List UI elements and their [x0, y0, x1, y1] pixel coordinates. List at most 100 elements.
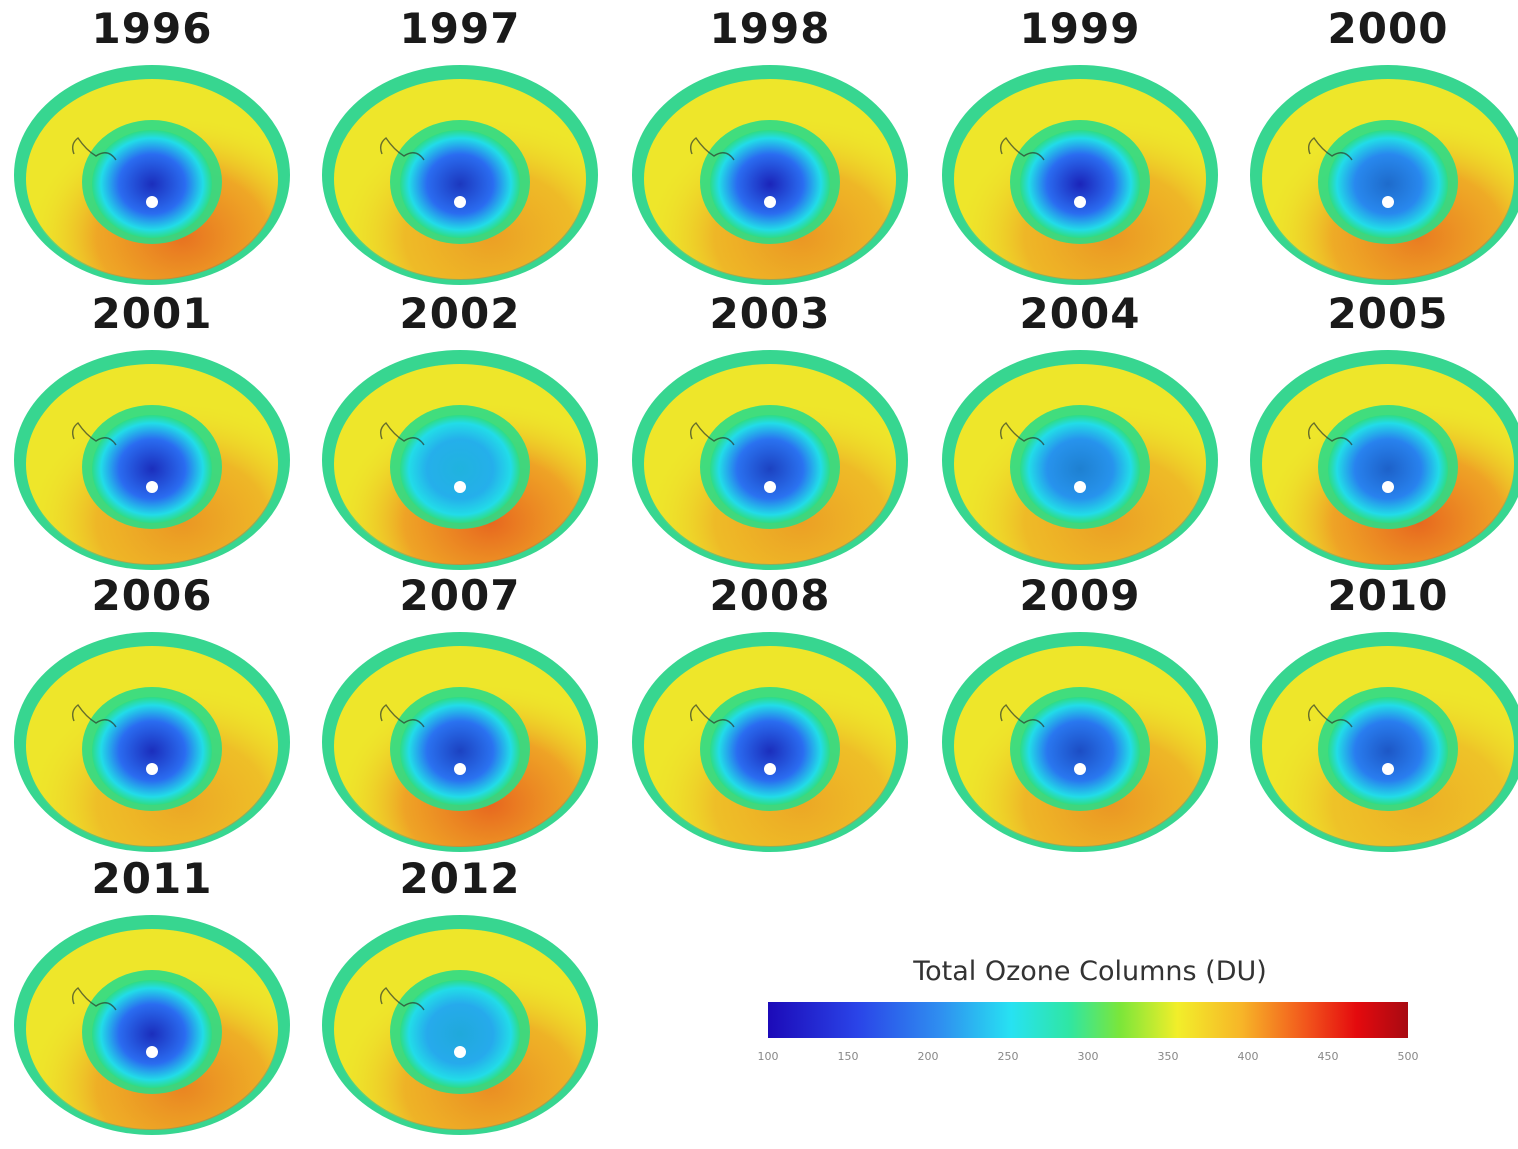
- antarctic-peninsula-outline: [1307, 136, 1353, 161]
- polar-ozone-map: [322, 65, 598, 285]
- ozone-hole: [400, 130, 520, 238]
- polar-ozone-map: [632, 350, 908, 570]
- panel-year-label: 2009: [1019, 571, 1141, 620]
- ozone-panel-1998: 1998: [620, 0, 920, 290]
- colorbar-tick-label: 250: [997, 1050, 1019, 1063]
- polar-ozone-map: [322, 632, 598, 852]
- antarctic-peninsula-outline: [1307, 421, 1353, 446]
- panel-year-label: 2008: [709, 571, 831, 620]
- polar-ozone-map: [14, 632, 290, 852]
- panel-year-label: 2003: [709, 289, 831, 338]
- polar-ozone-map: [14, 65, 290, 285]
- ozone-panel-2002: 2002: [310, 285, 610, 575]
- colorbar-gradient: [768, 1002, 1408, 1038]
- polar-ozone-map: [942, 632, 1218, 852]
- ozone-hole: [92, 130, 212, 238]
- colorbar-tick-label: 100: [757, 1050, 779, 1063]
- polar-ozone-map: [1250, 632, 1518, 852]
- antarctic-peninsula-outline: [689, 703, 735, 728]
- south-pole-marker: [454, 481, 466, 493]
- colorbar-tick-label: 400: [1237, 1050, 1259, 1063]
- antarctic-peninsula-outline: [689, 421, 735, 446]
- ozone-hole: [710, 415, 830, 523]
- panel-year-label: 2006: [91, 571, 213, 620]
- south-pole-marker: [1382, 763, 1394, 775]
- antarctic-peninsula-outline: [71, 421, 117, 446]
- polar-ozone-map: [14, 915, 290, 1135]
- south-pole-marker: [146, 763, 158, 775]
- ozone-hole: [400, 697, 520, 805]
- antarctic-peninsula-outline: [379, 421, 425, 446]
- ozone-hole: [710, 697, 830, 805]
- ozone-panel-2004: 2004: [930, 285, 1230, 575]
- south-pole-marker: [1074, 481, 1086, 493]
- south-pole-marker: [454, 763, 466, 775]
- ozone-hole: [1020, 415, 1140, 523]
- polar-ozone-map: [14, 350, 290, 570]
- colorbar-tick-label: 350: [1157, 1050, 1179, 1063]
- ozone-hole: [400, 980, 520, 1088]
- antarctic-peninsula-outline: [71, 703, 117, 728]
- south-pole-marker: [1074, 196, 1086, 208]
- colorbar-ticks: 100 150 200 250 300 350 400 450 500: [758, 1050, 1419, 1070]
- south-pole-marker: [146, 196, 158, 208]
- panel-year-label: 2001: [91, 289, 213, 338]
- ozone-hole: [1328, 697, 1448, 805]
- polar-ozone-map: [632, 65, 908, 285]
- ozone-hole: [400, 415, 520, 523]
- panel-year-label: 2004: [1019, 289, 1141, 338]
- antarctic-peninsula-outline: [999, 136, 1045, 161]
- ozone-hole: [1020, 130, 1140, 238]
- ozone-panel-2007: 2007: [310, 567, 610, 857]
- colorbar-tick-label: 150: [837, 1050, 859, 1063]
- colorbar-tick-label: 500: [1397, 1050, 1419, 1063]
- panel-year-label: 1997: [399, 4, 521, 53]
- panel-year-label: 2012: [399, 854, 521, 903]
- antarctic-peninsula-outline: [999, 421, 1045, 446]
- south-pole-marker: [1382, 196, 1394, 208]
- panel-year-label: 1996: [91, 4, 213, 53]
- ozone-panel-2011: 2011: [2, 850, 302, 1140]
- south-pole-marker: [454, 196, 466, 208]
- panel-year-label: 2002: [399, 289, 521, 338]
- ozone-panel-2010: 2010: [1238, 567, 1518, 857]
- antarctic-peninsula-outline: [379, 136, 425, 161]
- polar-ozone-map: [322, 350, 598, 570]
- south-pole-marker: [764, 763, 776, 775]
- south-pole-marker: [764, 481, 776, 493]
- panel-year-label: 2011: [91, 854, 213, 903]
- panel-year-label: 1999: [1019, 4, 1141, 53]
- polar-ozone-map: [322, 915, 598, 1135]
- ozone-hole: [92, 697, 212, 805]
- south-pole-marker: [764, 196, 776, 208]
- panel-year-label: 1998: [709, 4, 831, 53]
- antarctic-peninsula-outline: [71, 986, 117, 1011]
- colorbar-title: Total Ozone Columns (DU): [913, 956, 1267, 987]
- colorbar-legend: Total Ozone Columns (DU) 100 150 200 250 300…: [740, 950, 1440, 1080]
- ozone-hole: [92, 980, 212, 1088]
- polar-ozone-map: [942, 65, 1218, 285]
- panel-year-label: 2010: [1327, 571, 1449, 620]
- ozone-panel-2005: 2005: [1238, 285, 1518, 575]
- panel-year-label: 2000: [1327, 4, 1449, 53]
- south-pole-marker: [146, 1046, 158, 1058]
- ozone-panel-2003: 2003: [620, 285, 920, 575]
- south-pole-marker: [1382, 481, 1394, 493]
- ozone-panel-2006: 2006: [2, 567, 302, 857]
- ozone-panel-1996: 1996: [2, 0, 302, 290]
- antarctic-peninsula-outline: [689, 136, 735, 161]
- ozone-panel-2009: 2009: [930, 567, 1230, 857]
- antarctic-peninsula-outline: [379, 986, 425, 1011]
- ozone-panel-1999: 1999: [930, 0, 1230, 290]
- ozone-hole: [1328, 130, 1448, 238]
- panel-year-label: 2005: [1327, 289, 1449, 338]
- south-pole-marker: [454, 1046, 466, 1058]
- antarctic-peninsula-outline: [71, 136, 117, 161]
- polar-ozone-map: [1250, 65, 1518, 285]
- polar-ozone-map: [1250, 350, 1518, 570]
- ozone-panel-1997: 1997: [310, 0, 610, 290]
- ozone-panel-2000: 2000: [1238, 0, 1518, 290]
- south-pole-marker: [1074, 763, 1086, 775]
- ozone-hole: [92, 415, 212, 523]
- ozone-panel-2001: 2001: [2, 285, 302, 575]
